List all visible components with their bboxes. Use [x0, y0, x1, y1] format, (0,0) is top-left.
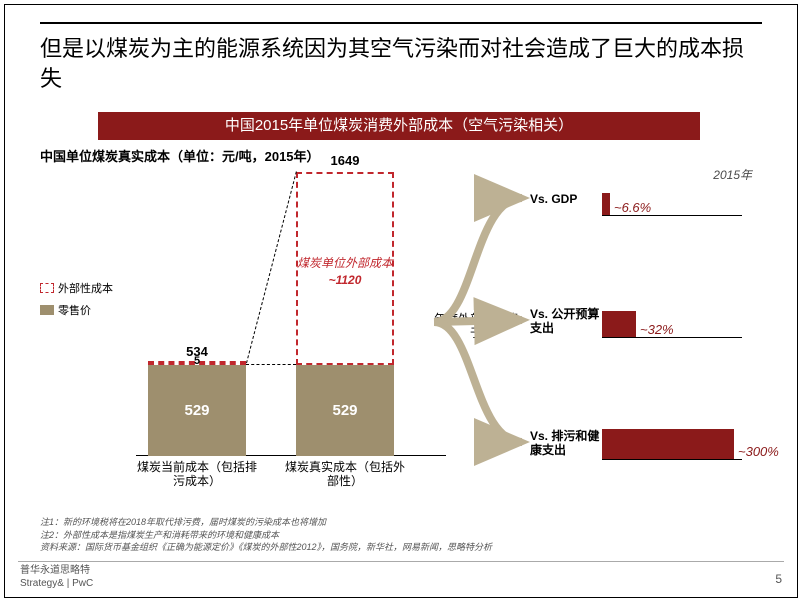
- flow-arrow-1: [434, 320, 522, 322]
- legend: 外部性成本 零售价: [40, 280, 126, 324]
- page-number: 5: [775, 572, 782, 586]
- compare-bar: [602, 429, 734, 459]
- legend-label-external: 外部性成本: [58, 280, 113, 296]
- compare-row-2: Vs. 排污和健康支出~300%: [530, 426, 742, 460]
- compare-bar-wrap: ~6.6%: [602, 182, 742, 216]
- zoom-connector: [246, 171, 297, 363]
- footnotes: 注1：新的环境税将在2018年取代排污费，届时煤炭的污染成本也将增加 注2：外部…: [40, 516, 492, 554]
- compare-value: ~300%: [738, 444, 779, 459]
- bar-solid: 529: [296, 365, 394, 456]
- bar-solid: 529: [148, 365, 246, 456]
- title-underline: [40, 22, 762, 24]
- compare-bar: [602, 193, 610, 215]
- year-tag: 2015年: [713, 166, 752, 183]
- legend-row-external: 外部性成本: [40, 280, 126, 296]
- bar-total-label: 1649: [296, 153, 394, 168]
- chart-banner: 中国2015年单位煤炭消费外部成本（空气污染相关）: [98, 112, 700, 140]
- compare-value: ~6.6%: [614, 200, 651, 215]
- compare-value: ~32%: [640, 322, 674, 337]
- compare-label: Vs. 排污和健康支出: [530, 429, 602, 458]
- bar-total-label: 534: [148, 344, 246, 359]
- left-bar-chart: 外部性成本 零售价 5295534煤炭当前成本（包括排污成本）529煤炭单位外部…: [40, 162, 460, 492]
- compare-bar: [602, 311, 636, 337]
- compare-row-1: Vs. 公开预算支出 ~32%: [530, 304, 742, 338]
- bar-x-label: 煤炭真实成本（包括外部性）: [281, 456, 408, 489]
- bar-group-0: 5295534煤炭当前成本（包括排污成本）: [148, 340, 246, 456]
- footer-brand-en: Strategy& | PwC: [20, 577, 93, 590]
- compare-bar-wrap: ~32%: [602, 304, 742, 338]
- compare-row-0: Vs. GDP ~6.6%: [530, 182, 742, 216]
- legend-label-retail: 零售价: [58, 302, 91, 318]
- flow-arrows: [414, 152, 534, 492]
- dashed-annotation: 煤炭单位外部成本~1120: [296, 255, 394, 289]
- legend-row-retail: 零售价: [40, 302, 126, 318]
- flow-arrow-2: [434, 322, 522, 442]
- compare-label: Vs. 公开预算支出: [530, 307, 602, 336]
- bar-group-1: 529煤炭单位外部成本~11201649煤炭真实成本（包括外部性）: [296, 148, 394, 456]
- compare-label: Vs. GDP: [530, 192, 602, 206]
- bar-x-label: 煤炭当前成本（包括排污成本）: [133, 456, 260, 489]
- footer-left: 普华永道思略特 Strategy& | PwC: [20, 564, 93, 590]
- footer-brand-cn: 普华永道思略特: [20, 564, 93, 577]
- legend-swatch-solid: [40, 305, 54, 315]
- slide-title: 但是以煤炭为主的能源系统因为其空气污染而对社会造成了巨大的成本损失: [40, 34, 762, 93]
- footnote-2: 注2：外部性成本是指煤炭生产和消耗带来的环境和健康成本: [40, 529, 492, 542]
- footnote-source: 资料来源：国际货币基金组织《正确为能源定价》《煤炭的外部性2012》，国务院，新…: [40, 541, 492, 554]
- compare-bar-wrap: ~300%: [602, 426, 742, 460]
- zoom-connector: [246, 364, 296, 365]
- footnote-1: 注1：新的环境税将在2018年取代排污费，届时煤炭的污染成本也将增加: [40, 516, 492, 529]
- flow-arrow-0: [434, 198, 522, 322]
- right-comparison-panel: 2015年 年度外部成本等于 Vs. GDP~6.6%Vs. 公开预算支出~32…: [430, 152, 770, 492]
- legend-swatch-dashed: [40, 283, 54, 293]
- bottom-rule: [18, 561, 784, 562]
